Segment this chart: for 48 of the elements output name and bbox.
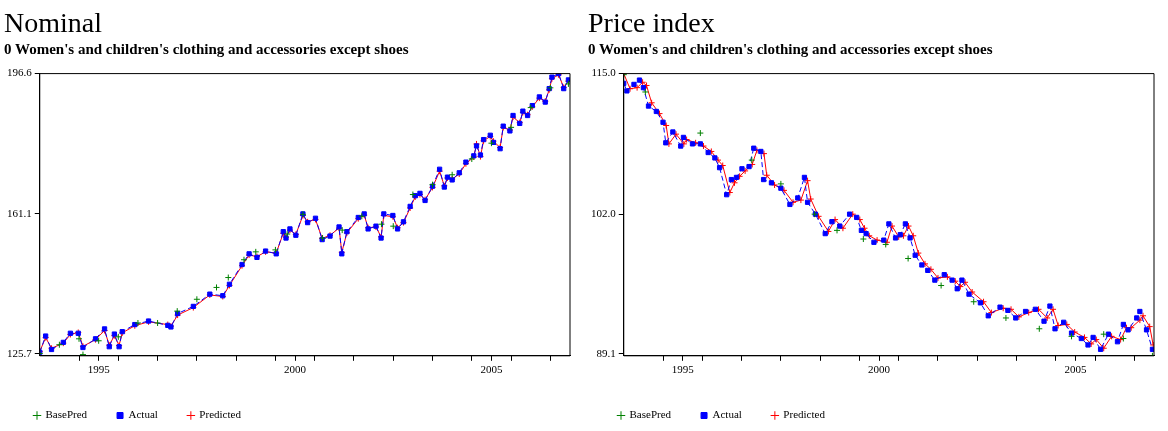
point (75, 335, 83, 343)
chart-subtitle: 0 Women's and children's clothing and accessories except shoes (588, 41, 993, 58)
point (252, 248, 260, 256)
point (389, 222, 397, 230)
point (748, 156, 756, 164)
legend-label: Predicted (199, 408, 242, 421)
y-tick-label: 89.1 (596, 346, 616, 359)
point (1002, 314, 1010, 322)
point (154, 319, 162, 327)
x-tick-label: 2000 (868, 363, 891, 376)
point (970, 298, 978, 306)
x-tick-label: 2005 (480, 363, 503, 376)
legend-label: Predicted (783, 408, 826, 421)
x-tick-label: 1995 (87, 363, 111, 376)
point (904, 254, 912, 262)
point (641, 88, 649, 96)
x-tick-label: 1995 (671, 363, 695, 376)
point (114, 333, 122, 341)
point (777, 180, 785, 188)
x-tick-label: 2000 (284, 363, 307, 376)
legend-label: BasePred (629, 408, 672, 421)
y-tick-label: 102.0 (591, 207, 617, 220)
point (448, 171, 456, 179)
legend-label: Actual (712, 408, 742, 421)
point (696, 129, 704, 137)
point (1035, 325, 1043, 333)
point (833, 226, 841, 234)
y-tick-label: 196.6 (7, 66, 33, 79)
chart-title: Price index (588, 7, 715, 39)
point (224, 274, 232, 282)
y-tick-label: 125.7 (7, 346, 33, 359)
point (55, 341, 63, 349)
chart-subtitle: 0 Women's and children's clothing and accessories except shoes (4, 41, 409, 58)
y-tick-label: 115.0 (591, 66, 617, 79)
point (859, 235, 867, 243)
chart-title: Nominal (4, 7, 103, 39)
x-tick-label: 2005 (1064, 363, 1087, 376)
legend-label: BasePred (45, 408, 88, 421)
point (377, 220, 385, 228)
point (193, 295, 201, 303)
point (95, 337, 103, 345)
point (240, 256, 248, 264)
point (213, 283, 220, 291)
y-tick-label: 161.1 (7, 206, 32, 219)
point (1100, 330, 1108, 338)
point (937, 282, 945, 290)
point (1068, 332, 1076, 340)
legend-label: Actual (128, 408, 158, 421)
